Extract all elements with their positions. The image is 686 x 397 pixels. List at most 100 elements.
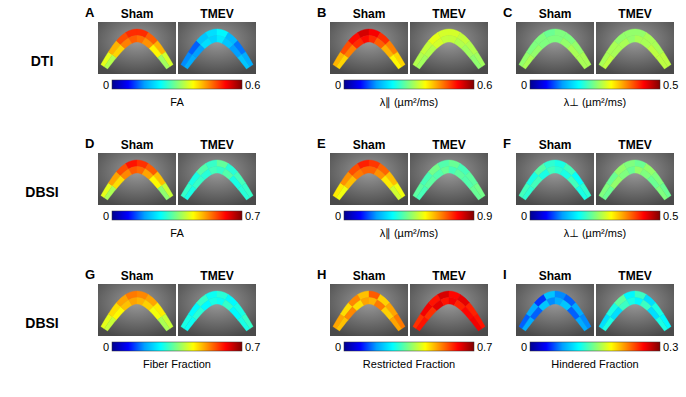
colorbar-label: Restricted Fraction xyxy=(363,358,455,370)
heatmap-cell xyxy=(416,317,428,331)
heatmap-cell xyxy=(602,317,614,331)
heatmap-cells xyxy=(333,29,405,69)
colorbar-label: FA xyxy=(170,227,184,239)
colorbar-tick-label: 0.9 xyxy=(477,210,492,222)
colorbar xyxy=(530,211,660,220)
image-background xyxy=(330,153,408,205)
heatmap-cell xyxy=(656,317,668,331)
heatmap-cell xyxy=(238,317,250,331)
image-background xyxy=(178,284,256,336)
heatmap-cell xyxy=(390,186,402,200)
heatmap-cell xyxy=(158,317,170,331)
image-label: Sham xyxy=(539,269,572,283)
image-background xyxy=(516,153,594,205)
separator xyxy=(594,153,596,205)
heatmap-cell xyxy=(238,55,250,69)
row-label: DBSI xyxy=(25,184,58,200)
heatmap-cell xyxy=(238,186,250,200)
heatmap-cells xyxy=(519,160,591,200)
heatmap-cell xyxy=(184,317,196,331)
heatmap-cells xyxy=(101,291,173,331)
heatmap-cell xyxy=(441,36,449,44)
heatmap-cell xyxy=(158,186,170,200)
heatmap-cell xyxy=(209,298,217,306)
heatmap-cells xyxy=(181,29,253,69)
colorbar-label: λ⊥ (µm²/ms) xyxy=(564,227,626,239)
heatmap-cell xyxy=(129,167,137,175)
image-label: TMEV xyxy=(432,7,465,21)
heatmap-cell xyxy=(229,307,241,320)
heatmap-cell xyxy=(209,36,217,44)
image-background xyxy=(516,284,594,336)
heatmap-cell xyxy=(567,176,579,189)
heatmap-cell xyxy=(229,45,241,58)
heatmap-cell xyxy=(522,55,534,69)
panel-letter: H xyxy=(317,267,326,282)
image-background xyxy=(178,22,256,74)
colorbar-tick-label: 0.6 xyxy=(477,79,492,91)
image-label: Sham xyxy=(539,7,572,21)
heatmap-cells xyxy=(101,160,173,200)
colorbar-tick-label: 0 xyxy=(335,210,341,222)
colorbar-label: Hindered Fraction xyxy=(551,358,638,370)
heatmap-cells xyxy=(519,291,591,331)
image-label: Sham xyxy=(353,269,386,283)
heatmap-cell xyxy=(381,176,393,189)
heatmap-cell xyxy=(158,55,170,69)
heatmap-cell xyxy=(361,36,369,44)
heatmap-cell xyxy=(416,55,428,69)
heatmap-cells xyxy=(181,291,253,331)
image-label: TMEV xyxy=(432,269,465,283)
colorbar-tick-label: 0 xyxy=(521,341,527,353)
image-background xyxy=(98,153,176,205)
heatmap-cell xyxy=(647,307,659,320)
heatmap-cell xyxy=(129,298,137,306)
image-label: TMEV xyxy=(200,269,233,283)
image-background xyxy=(330,22,408,74)
separator xyxy=(594,284,596,336)
colorbar xyxy=(344,342,474,351)
colorbar-label: FA xyxy=(170,96,184,108)
colorbar xyxy=(530,342,660,351)
panel-letter: D xyxy=(85,136,94,151)
image-label: Sham xyxy=(121,7,154,21)
separator xyxy=(176,153,178,205)
separator xyxy=(176,284,178,336)
heatmap-cell xyxy=(567,307,579,320)
heatmap-cell xyxy=(184,186,196,200)
heatmap-cell xyxy=(336,186,348,200)
heatmap-cell xyxy=(149,307,161,320)
heatmap-cell xyxy=(602,55,614,69)
colorbar-label: λ∥ (µm²/ms) xyxy=(380,227,438,240)
row-label: DTI xyxy=(31,53,54,69)
heatmap-cell xyxy=(547,167,555,175)
colorbar xyxy=(344,211,474,220)
image-background xyxy=(98,284,176,336)
colorbar-tick-label: 0.3 xyxy=(663,341,678,353)
colorbar-tick-label: 0.7 xyxy=(477,341,492,353)
colorbar-label: Fiber Fraction xyxy=(143,358,211,370)
heatmap-cells xyxy=(413,291,485,331)
panel-letter: E xyxy=(317,136,326,151)
heatmap-cell xyxy=(416,186,428,200)
image-background xyxy=(516,22,594,74)
colorbar-tick-label: 0 xyxy=(103,210,109,222)
heatmap-cells xyxy=(413,160,485,200)
heatmap-cells xyxy=(333,160,405,200)
heatmap-cell xyxy=(104,55,116,69)
image-label: TMEV xyxy=(200,138,233,152)
heatmap-cell xyxy=(461,45,473,58)
colorbar xyxy=(530,80,660,89)
image-label: TMEV xyxy=(200,7,233,21)
heatmap-cell xyxy=(209,167,217,175)
colorbar-tick-label: 0 xyxy=(521,79,527,91)
heatmap-cell xyxy=(470,317,482,331)
heatmap-cell xyxy=(149,176,161,189)
image-label: TMEV xyxy=(432,138,465,152)
heatmap-cell xyxy=(461,307,473,320)
colorbar-tick-label: 0 xyxy=(335,341,341,353)
heatmap-cell xyxy=(656,186,668,200)
colorbar-tick-label: 0 xyxy=(103,341,109,353)
image-background xyxy=(330,284,408,336)
heatmap-cell xyxy=(129,36,137,44)
